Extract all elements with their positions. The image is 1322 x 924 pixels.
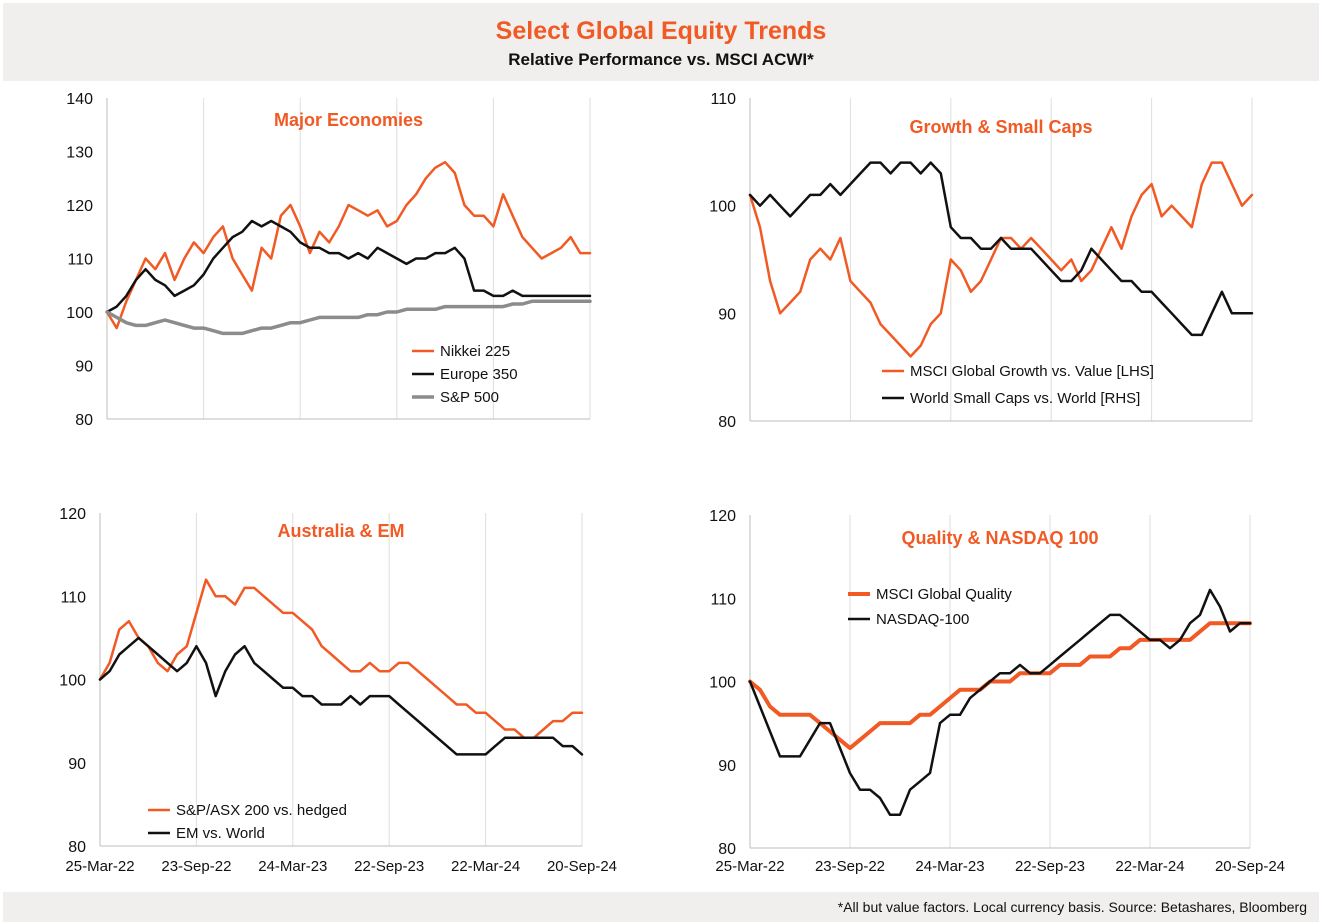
series-line-world-small-caps-vs-world-rhs xyxy=(748,161,1254,337)
legend-label: World Small Caps vs. World [RHS] xyxy=(910,390,1140,407)
legend-label: EM vs. World xyxy=(176,825,265,842)
y-tick-label: 110 xyxy=(67,252,93,269)
chart-growth-small-caps: 80 90 100 110 Growth & Small Caps MSCI Global… xyxy=(709,91,1254,431)
y-tick-label: 90 xyxy=(718,306,736,323)
series-line-s-p-500 xyxy=(105,299,592,336)
chart-title: Quality & NASDAQ 100 xyxy=(901,528,1098,548)
legend-label: MSCI Global Growth vs. Value [LHS] xyxy=(910,363,1154,380)
y-tick-label: 100 xyxy=(59,673,86,690)
legend-label: Nikkei 225 xyxy=(440,343,510,360)
series-line-msci-global-quality xyxy=(748,621,1252,751)
series-line-s-p-asx-200-vs-hedged xyxy=(98,578,584,740)
x-tick-label: 25-Mar-22 xyxy=(715,858,784,875)
x-tick-label: 22-Mar-24 xyxy=(1115,858,1184,875)
x-tick-label: 22-Sep-23 xyxy=(354,858,424,875)
footer-banner: *All but value factors. Local currency b… xyxy=(3,892,1319,922)
y-tick-label: 120 xyxy=(709,508,736,525)
legend: S&P/ASX 200 vs. hedged EM vs. World xyxy=(148,802,347,842)
y-tick-label: 90 xyxy=(718,758,736,775)
series-line-europe-350 xyxy=(105,219,592,314)
x-tick-label: 22-Sep-23 xyxy=(1015,858,1085,875)
legend-label: S&P/ASX 200 vs. hedged xyxy=(176,802,347,819)
y-tick-label: 80 xyxy=(718,414,736,431)
y-tick-label: 120 xyxy=(59,506,86,523)
y-tick-label: 110 xyxy=(60,589,86,606)
chart-title: Major Economies xyxy=(274,110,423,130)
series-line-nikkei-225 xyxy=(105,160,592,330)
y-tick-label: 100 xyxy=(709,199,736,216)
legend-label: Europe 350 xyxy=(440,366,518,383)
series-line-em-vs-world xyxy=(98,636,584,756)
x-tick-label: 25-Mar-22 xyxy=(65,858,134,875)
chart-australia-em: 80 90 100 110 120 25-Mar-22 23-Sep-22 24-Mar-23… xyxy=(59,506,617,875)
series-line-nasdaq-100 xyxy=(748,588,1252,816)
header-banner: Select Global Equity Trends Relative Per… xyxy=(3,3,1319,81)
y-tick-label: 80 xyxy=(75,412,93,429)
legend-label: NASDAQ-100 xyxy=(876,611,969,628)
y-tick-label: 80 xyxy=(718,841,736,858)
legend-label: MSCI Global Quality xyxy=(876,586,1012,603)
y-tick-label: 90 xyxy=(75,359,93,376)
y-tick-label: 120 xyxy=(66,198,93,215)
x-tick-label: 20-Sep-24 xyxy=(547,858,617,875)
legend-label: S&P 500 xyxy=(440,389,499,406)
x-tick-label: 23-Sep-22 xyxy=(815,858,885,875)
x-tick-label: 20-Sep-24 xyxy=(1215,858,1285,875)
source-note: *All but value factors. Local currency b… xyxy=(837,899,1307,915)
chart-major-economies: 80 90 100 110 120 130 140 Major Economies Nikkei… xyxy=(66,91,592,429)
y-tick-label: 100 xyxy=(66,305,93,322)
legend: Nikkei 225 Europe 350 S&P 500 xyxy=(412,343,518,406)
chart-quality-nasdaq-100: 80 90 100 110 120 25-Mar-22 23-Sep-22 24-Mar-23… xyxy=(709,508,1285,875)
x-tick-label: 24-Mar-23 xyxy=(915,858,984,875)
y-tick-label: 90 xyxy=(68,756,86,773)
y-tick-label: 140 xyxy=(66,91,93,108)
chart-title: Australia & EM xyxy=(277,521,404,541)
legend: MSCI Global Quality NASDAQ-100 xyxy=(848,586,1012,628)
x-tick-label: 24-Mar-23 xyxy=(258,858,327,875)
series-line-msci-global-growth-vs-value-lhs xyxy=(748,161,1254,358)
main-subtitle: Relative Performance vs. MSCI ACWI* xyxy=(508,50,814,69)
main-title: Select Global Equity Trends xyxy=(495,17,827,45)
x-tick-label: 22-Mar-24 xyxy=(451,858,520,875)
y-tick-label: 110 xyxy=(710,91,736,108)
y-tick-label: 80 xyxy=(68,839,86,856)
y-tick-label: 110 xyxy=(710,591,736,608)
legend: MSCI Global Growth vs. Value [LHS] World … xyxy=(882,363,1154,407)
y-tick-label: 130 xyxy=(66,145,93,162)
y-tick-label: 100 xyxy=(709,675,736,692)
x-tick-label: 23-Sep-22 xyxy=(161,858,231,875)
chart-title: Growth & Small Caps xyxy=(909,117,1092,137)
